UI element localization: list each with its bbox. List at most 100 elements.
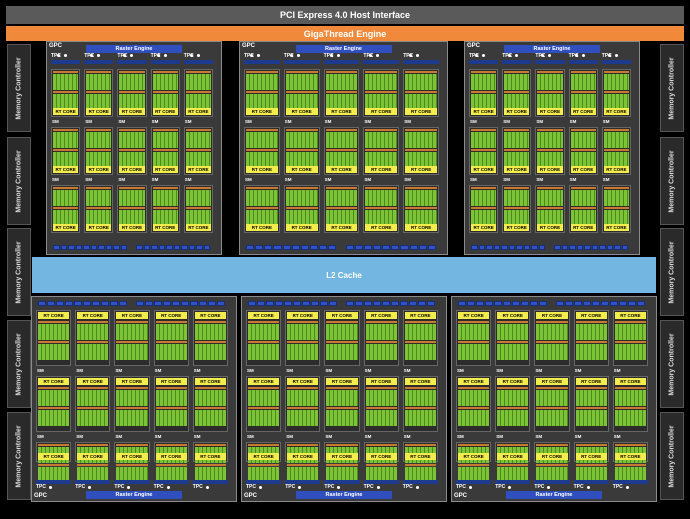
- polymorph-engine: [363, 60, 400, 64]
- cuda-core-strip: [614, 387, 646, 389]
- cuda-core-strip: [287, 321, 319, 323]
- texture-unit: [427, 301, 435, 306]
- texture-unit: [512, 301, 520, 306]
- tpc-label: TPC: [502, 53, 513, 59]
- texture-unit: [486, 245, 493, 250]
- sm-label: SM: [245, 177, 252, 182]
- tpc-label: TPC: [114, 484, 125, 490]
- cuda-core-strip: [185, 129, 211, 131]
- rt-core: RT CORE: [152, 108, 178, 115]
- polymorph-connector: [257, 54, 260, 57]
- texture-unit: [538, 245, 545, 250]
- cuda-core-strip: [325, 207, 358, 209]
- texture-unit: [601, 301, 609, 306]
- cuda-core-array: [116, 390, 148, 406]
- polymorph-connector: [415, 486, 419, 489]
- cuda-core-strip: [116, 321, 148, 323]
- rt-core: RT CORE: [365, 108, 398, 115]
- texture-unit: [574, 301, 582, 306]
- polymorph-engine: [75, 480, 111, 484]
- raster-engine: Raster Engine: [296, 491, 392, 499]
- cuda-core-array: [155, 467, 187, 483]
- texture-unit: [145, 301, 153, 306]
- cuda-core-array: [537, 190, 563, 206]
- cuda-core-array: [285, 210, 318, 226]
- cuda-core-array: [570, 210, 596, 226]
- rt-core: RT CORE: [86, 108, 112, 115]
- cuda-core-strip: [155, 341, 187, 343]
- texture-unit: [255, 245, 264, 250]
- cuda-core-strip: [405, 187, 437, 189]
- sm-label: SM: [496, 434, 503, 439]
- cuda-core-strip: [185, 187, 211, 189]
- cuda-core-strip: [38, 341, 70, 343]
- rt-core: RT CORE: [537, 166, 563, 173]
- rt-core: RT CORE: [365, 378, 397, 385]
- rt-core: RT CORE: [38, 312, 70, 319]
- gpc-label: GPC: [34, 493, 48, 499]
- texture-unit: [302, 301, 310, 306]
- texture-unit: [556, 301, 564, 306]
- rt-core: RT CORE: [603, 224, 629, 231]
- rt-core: RT CORE: [504, 166, 530, 173]
- cuda-core-array: [53, 94, 79, 110]
- cuda-core-strip: [570, 207, 596, 209]
- cuda-core-array: [536, 467, 568, 483]
- cuda-core-strip: [365, 71, 398, 73]
- rt-core: RT CORE: [77, 312, 109, 319]
- cuda-core-strip: [185, 71, 211, 73]
- sm-label: SM: [52, 119, 59, 124]
- texture-unit: [166, 245, 173, 250]
- cuda-core-strip: [77, 407, 109, 409]
- sm-label: SM: [184, 119, 192, 124]
- rt-core: RT CORE: [119, 224, 145, 231]
- cuda-core-strip: [614, 341, 646, 343]
- cuda-core-strip: [194, 464, 226, 466]
- cuda-core-strip: [570, 149, 596, 151]
- cuda-core-strip: [365, 341, 397, 343]
- cuda-core-array: [570, 152, 596, 168]
- texture-unit: [119, 301, 127, 306]
- cuda-core-array: [155, 410, 187, 426]
- cuda-core-strip: [86, 71, 112, 73]
- sm-label: SM: [193, 368, 201, 373]
- cuda-core-array: [405, 210, 437, 226]
- cuda-core-array: [536, 390, 568, 406]
- cuda-core-array: [77, 324, 109, 340]
- sm-label: SM: [245, 119, 252, 124]
- cuda-core-array: [405, 94, 437, 110]
- memory-controller-label: Memory Controller: [15, 240, 23, 304]
- rt-core: RT CORE: [365, 166, 398, 173]
- sm-label: SM: [284, 119, 292, 124]
- rt-core: RT CORE: [471, 108, 497, 115]
- polymorph-engine: [36, 480, 72, 484]
- cuda-core-array: [497, 344, 529, 360]
- cuda-core-strip: [38, 464, 70, 466]
- cuda-core-strip: [575, 321, 607, 323]
- rt-core: RT CORE: [504, 108, 530, 115]
- polymorph-connector: [88, 486, 92, 489]
- texture-unit: [60, 245, 67, 250]
- cuda-core-strip: [365, 207, 398, 209]
- rt-core: RT CORE: [53, 166, 79, 173]
- sm-label: SM: [247, 368, 254, 373]
- cuda-core-array: [504, 132, 530, 148]
- cuda-core-strip: [365, 91, 398, 93]
- cuda-core-strip: [405, 129, 437, 131]
- cuda-core-strip: [86, 187, 112, 189]
- cuda-core-strip: [458, 444, 490, 446]
- cuda-core-array: [497, 410, 529, 426]
- polymorph-connector: [574, 54, 578, 57]
- rt-core: RT CORE: [285, 166, 318, 173]
- rt-core: RT CORE: [287, 312, 319, 319]
- cuda-core-array: [326, 410, 358, 426]
- polymorph-connector: [607, 54, 611, 57]
- cuda-core-strip: [287, 464, 319, 466]
- cuda-core-array: [248, 344, 280, 360]
- cuda-core-array: [152, 74, 178, 90]
- cuda-core-array: [38, 410, 70, 426]
- texture-unit: [83, 301, 91, 306]
- cuda-core-array: [614, 324, 646, 340]
- cuda-core-strip: [404, 444, 436, 446]
- cuda-core-array: [116, 344, 148, 360]
